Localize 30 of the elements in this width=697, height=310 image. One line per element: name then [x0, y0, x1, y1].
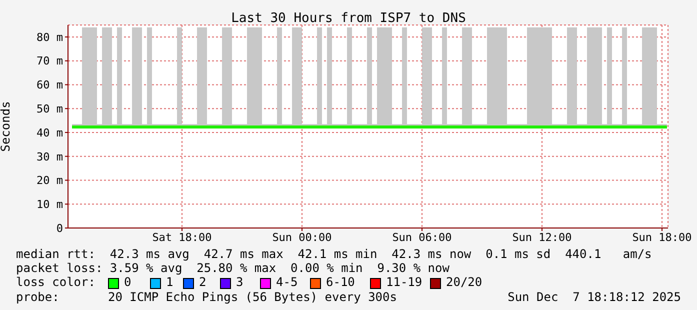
x-tick-label: Sun 06:00 — [392, 230, 452, 244]
x-tick-label: Sat 18:00 — [152, 230, 212, 244]
text: 6-10 — [326, 275, 355, 289]
y-tick-label: 40 m — [36, 126, 64, 140]
text: 3 — [236, 275, 244, 289]
y-axis-title: Seconds — [0, 101, 12, 152]
y-tick-label: 50 m — [36, 102, 64, 116]
y-tick-label: 80 m — [36, 30, 64, 44]
text: 4-5 — [276, 275, 298, 289]
text: packet loss: 3.59 % avg 25.80 % max 0.00 % min 9.30 % now — [16, 261, 450, 275]
y-tick-label: 20 m — [36, 174, 64, 188]
y-tick-label: 70 m — [36, 54, 64, 68]
x-tick-label: Sun 12:00 — [512, 230, 572, 244]
text: 1 — [166, 275, 174, 289]
chart-title: Last 30 Hours from ISP7 to DNS — [230, 11, 467, 26]
text: 2 — [199, 275, 206, 289]
text: median rtt: 42.3 ms avg 42.7 ms max 42.1 ms min 42.3 ms now 0.1 ms sd 440.1 am/s — [16, 247, 652, 261]
text: loss color: — [16, 275, 96, 289]
text: 0 — [124, 275, 132, 289]
text: Sun Dec 7 18:18:12 2025 — [508, 290, 681, 304]
x-tick-label: Sun 18:00 — [632, 230, 692, 244]
y-tick-label: 30 m — [36, 150, 64, 164]
x-tick-label: Sun 00:00 — [272, 230, 332, 244]
text: 20 ICMP Echo Pings (56 Bytes) every 300s — [108, 290, 397, 304]
text: probe: — [16, 290, 60, 304]
y-tick-label: 10 m — [36, 198, 64, 212]
y-tick-label: 60 m — [36, 78, 64, 92]
text: 20/20 — [446, 275, 482, 289]
text: 11-19 — [386, 275, 422, 289]
y-tick-label: 0 — [56, 222, 63, 235]
